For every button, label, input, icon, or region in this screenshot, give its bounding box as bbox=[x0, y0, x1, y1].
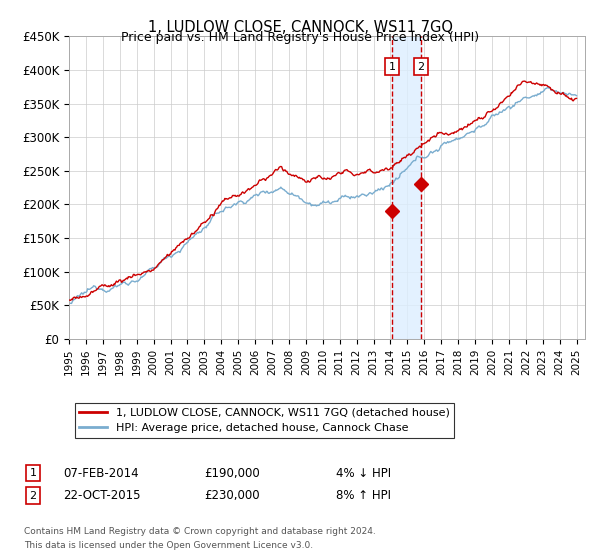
Text: 4% ↓ HPI: 4% ↓ HPI bbox=[336, 466, 391, 480]
Text: 1: 1 bbox=[29, 468, 37, 478]
Text: 1, LUDLOW CLOSE, CANNOCK, WS11 7GQ: 1, LUDLOW CLOSE, CANNOCK, WS11 7GQ bbox=[148, 20, 452, 35]
Text: 8% ↑ HPI: 8% ↑ HPI bbox=[336, 489, 391, 502]
Text: This data is licensed under the Open Government Licence v3.0.: This data is licensed under the Open Gov… bbox=[24, 541, 313, 550]
Text: 1: 1 bbox=[389, 62, 395, 72]
Text: £190,000: £190,000 bbox=[204, 466, 260, 480]
Text: Contains HM Land Registry data © Crown copyright and database right 2024.: Contains HM Land Registry data © Crown c… bbox=[24, 528, 376, 536]
Text: Price paid vs. HM Land Registry's House Price Index (HPI): Price paid vs. HM Land Registry's House … bbox=[121, 31, 479, 44]
Text: 2: 2 bbox=[29, 491, 37, 501]
Legend: 1, LUDLOW CLOSE, CANNOCK, WS11 7GQ (detached house), HPI: Average price, detache: 1, LUDLOW CLOSE, CANNOCK, WS11 7GQ (deta… bbox=[74, 403, 454, 438]
Text: £230,000: £230,000 bbox=[204, 489, 260, 502]
Bar bbox=[392, 36, 421, 339]
Text: 22-OCT-2015: 22-OCT-2015 bbox=[63, 489, 140, 502]
Text: 2: 2 bbox=[418, 62, 424, 72]
Text: 07-FEB-2014: 07-FEB-2014 bbox=[63, 466, 139, 480]
